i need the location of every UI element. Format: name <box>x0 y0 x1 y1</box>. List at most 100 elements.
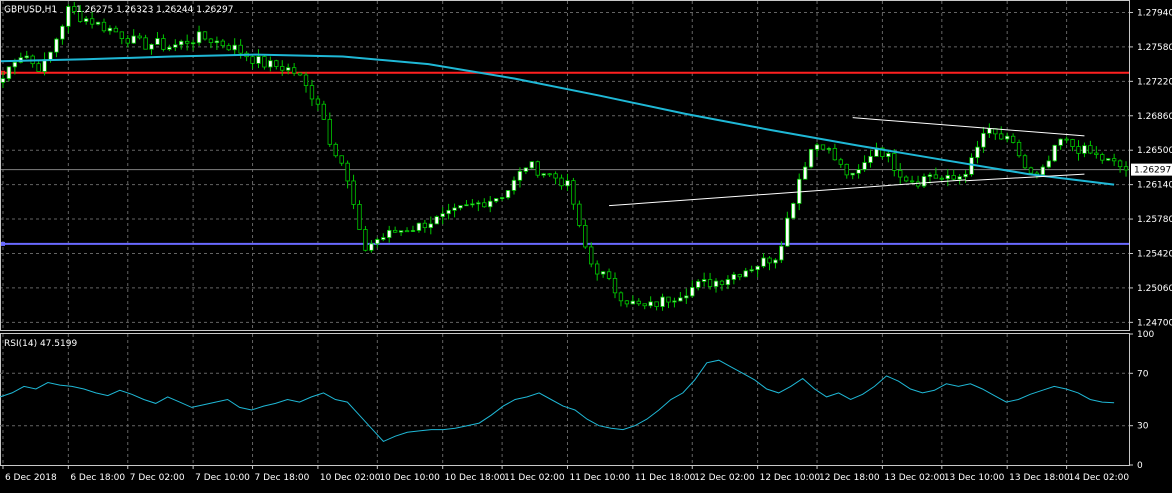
candle-body <box>185 40 190 44</box>
candle-body <box>488 200 493 208</box>
candle-body <box>179 40 184 46</box>
time-tick-label: 10 Dec 10:00 <box>379 473 440 483</box>
candle-body <box>909 180 915 183</box>
price-tick-label: 1.24700 <box>1137 318 1172 328</box>
candle-body <box>131 35 136 44</box>
candle-body <box>844 163 849 176</box>
candle-body <box>6 66 12 79</box>
candle-body <box>969 157 974 175</box>
candle-body <box>24 55 29 59</box>
time-tick-label: 6 Dec 2018 <box>5 473 57 483</box>
candle-body <box>1100 154 1105 161</box>
candle-body <box>696 281 701 288</box>
candle-body <box>315 98 321 105</box>
time-tick-label: 11 Dec 10:00 <box>569 473 630 483</box>
candle-body <box>814 144 820 150</box>
price-tick-label: 1.26140 <box>1137 181 1172 191</box>
candle-body <box>202 31 208 40</box>
candle-body <box>1010 135 1016 143</box>
candle-body <box>880 147 885 157</box>
candle-body <box>975 146 980 159</box>
price-tick-label: 1.27220 <box>1137 77 1172 87</box>
candle-body <box>107 27 113 32</box>
candle-body <box>636 300 641 305</box>
candle-body <box>262 56 267 68</box>
trendline[interactable] <box>609 179 966 207</box>
candle-body <box>493 198 499 202</box>
candle-body <box>577 203 582 226</box>
candle-body <box>517 170 523 181</box>
candle-body <box>565 180 570 187</box>
candle-body <box>1076 146 1081 154</box>
candle-body <box>155 38 160 45</box>
candle-body <box>713 280 719 287</box>
time-tick-label: 12 Dec 18:00 <box>819 473 880 483</box>
candle-body <box>529 161 534 169</box>
candle-body <box>190 42 196 45</box>
candle-body <box>345 162 350 182</box>
candle-body <box>173 44 178 48</box>
candle-body <box>143 37 148 50</box>
candle-body <box>523 167 529 172</box>
candle-body <box>826 148 832 150</box>
candle-body <box>898 170 903 178</box>
candle-body <box>618 292 624 302</box>
candle-body <box>89 18 95 25</box>
candle-body <box>1046 160 1051 168</box>
candle-body <box>654 301 659 307</box>
candle-body <box>1040 166 1046 176</box>
time-tick-label: 10 Dec 02:00 <box>320 473 381 483</box>
candle-body <box>268 60 273 68</box>
candle-body <box>511 179 517 191</box>
candle-body <box>761 257 766 267</box>
candle-body <box>321 103 327 120</box>
candle-body <box>214 40 220 44</box>
candle-body <box>113 27 119 33</box>
price-tick-label: 1.26500 <box>1137 146 1172 156</box>
candle-body <box>957 176 962 180</box>
candle-body <box>945 175 950 180</box>
support-handle[interactable] <box>1 241 5 246</box>
trendline[interactable] <box>965 173 1085 182</box>
candle-body <box>1005 135 1010 140</box>
candle-series <box>0 1 1129 311</box>
moving-average <box>0 53 1115 186</box>
candle-body <box>470 203 475 206</box>
candle-body <box>1058 138 1063 146</box>
candle-body <box>404 230 410 233</box>
candle-body <box>862 162 867 170</box>
candle-body <box>161 38 166 50</box>
candle-body <box>767 257 772 264</box>
candle-body <box>749 269 754 272</box>
candle-body <box>297 72 303 76</box>
candle-body <box>422 222 428 229</box>
candle-body <box>66 6 71 27</box>
candle-body <box>541 173 546 176</box>
candle-body <box>226 45 231 51</box>
price-tick-label: 1.25420 <box>1137 249 1172 259</box>
time-tick-label: 6 Dec 18:00 <box>70 473 125 483</box>
candle-body <box>1094 152 1099 155</box>
candle-body <box>446 209 451 215</box>
candle-body <box>42 59 47 72</box>
current-price-label: 1.26297 <box>1134 166 1171 176</box>
candle-body <box>773 259 778 264</box>
candle-body <box>856 169 861 174</box>
candle-body <box>802 166 808 180</box>
candle-body <box>333 143 338 157</box>
candle-body <box>701 279 707 282</box>
trendlines[interactable] <box>609 117 1085 207</box>
candle-body <box>250 56 255 64</box>
candle-body <box>357 204 362 230</box>
candle-body <box>119 31 124 39</box>
candle-body <box>416 222 422 231</box>
candle-body <box>1117 160 1123 168</box>
time-tick-label: 10 Dec 18:00 <box>445 473 506 483</box>
price-tick-label: 1.25780 <box>1137 215 1172 225</box>
trendline[interactable] <box>852 117 1085 137</box>
candle-body <box>363 229 368 251</box>
chart-symbol-label: GBPUSD,H1 <box>4 5 57 15</box>
candle-body <box>600 271 606 275</box>
